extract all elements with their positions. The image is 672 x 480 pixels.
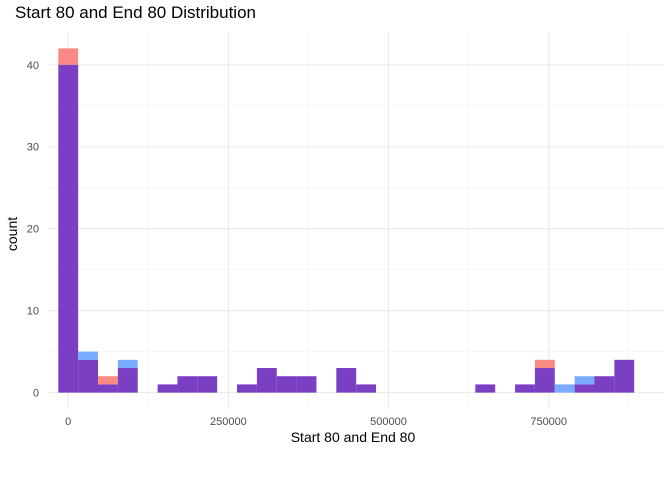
histogram-bar-overlap bbox=[256, 368, 277, 393]
histogram-bar-overlap bbox=[177, 376, 198, 393]
histogram-bar-overlap bbox=[78, 359, 99, 393]
x-axis-title: Start 80 and End 80 bbox=[291, 429, 416, 445]
histogram-bar-overlap bbox=[237, 384, 257, 393]
y-axis-title: count bbox=[4, 217, 20, 251]
ticks-layer: 0 10 20 30 40 0 250000 500000 750000 bbox=[27, 60, 567, 428]
histogram-bar-overlap bbox=[157, 384, 178, 393]
histogram-bar-overlap bbox=[614, 359, 635, 393]
histogram-bar-overlap bbox=[197, 376, 218, 393]
x-tick-label: 250000 bbox=[210, 416, 247, 428]
y-tick-label: 30 bbox=[27, 142, 39, 154]
histogram-bar-red bbox=[534, 359, 555, 369]
histogram-bar-overlap bbox=[594, 376, 615, 393]
histogram-bar-overlap bbox=[574, 384, 595, 393]
x-tick-label: 0 bbox=[65, 416, 71, 428]
y-tick-label: 0 bbox=[33, 388, 39, 400]
y-tick-label: 20 bbox=[27, 224, 39, 236]
x-tick-label: 500000 bbox=[370, 416, 407, 428]
histogram-bar-overlap bbox=[117, 368, 138, 393]
histogram-bar-overlap bbox=[534, 368, 555, 393]
histogram-bar-overlap bbox=[58, 64, 79, 393]
histogram-bar-blue bbox=[554, 384, 575, 393]
grid-layer bbox=[49, 32, 664, 409]
histogram-bar-overlap bbox=[356, 384, 377, 393]
histogram-bar-overlap bbox=[475, 384, 496, 393]
histogram-bar-overlap bbox=[276, 376, 297, 393]
bars-layer bbox=[58, 48, 635, 393]
histogram-bar-blue bbox=[117, 359, 138, 369]
histogram-bar-red bbox=[58, 48, 79, 65]
histogram-bar-overlap bbox=[336, 368, 357, 393]
y-tick-label: 10 bbox=[27, 306, 39, 318]
histogram-bar-overlap bbox=[98, 384, 118, 393]
histogram-bar-blue bbox=[78, 351, 99, 360]
histogram-bar-red bbox=[98, 376, 118, 385]
chart-title: Start 80 and End 80 Distribution bbox=[15, 3, 256, 22]
x-tick-label: 750000 bbox=[530, 416, 567, 428]
histogram-bar-overlap bbox=[515, 384, 535, 393]
y-tick-label: 40 bbox=[27, 60, 39, 72]
histogram-bar-blue bbox=[574, 376, 595, 385]
histogram-bar-overlap bbox=[296, 376, 317, 393]
